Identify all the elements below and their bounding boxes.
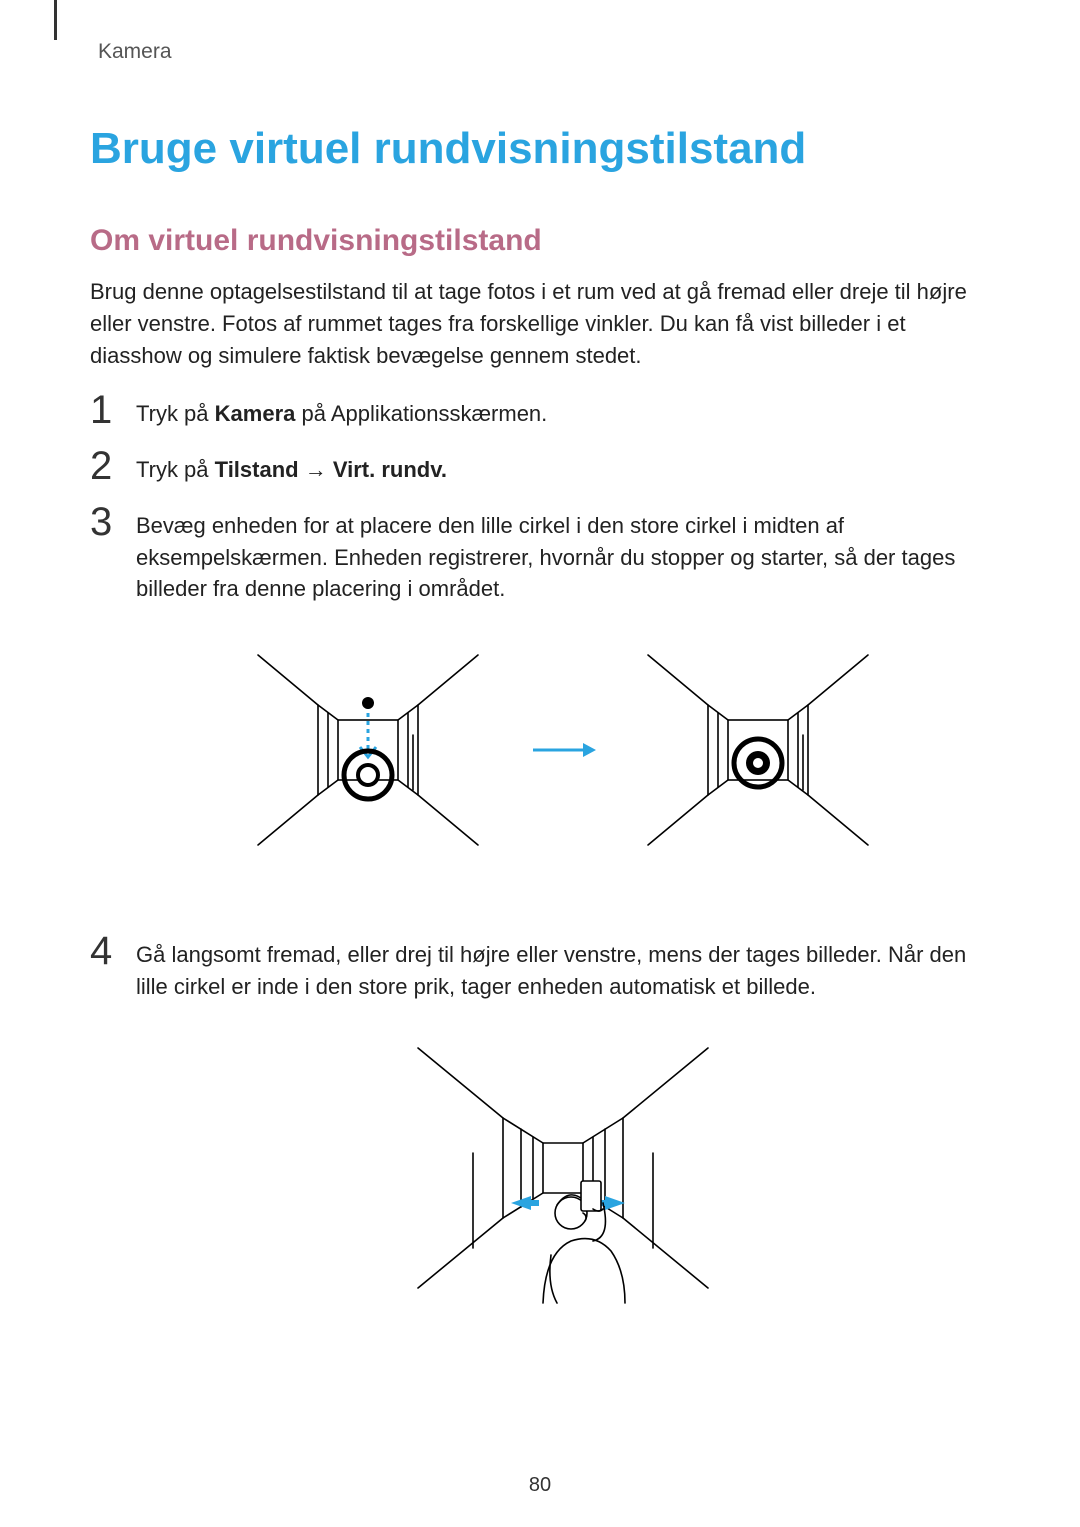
step-number: 2 (90, 446, 130, 486)
intro-paragraph: Brug denne optagelsestilstand til at tag… (90, 276, 990, 372)
figure-room-left (238, 635, 498, 865)
step-body: Gå langsomt fremad, eller drej til højre… (130, 937, 990, 1353)
page-number: 80 (0, 1474, 1080, 1497)
figure-step4 (136, 1023, 990, 1313)
figure-room-right (628, 635, 888, 865)
step-body: Tryk på Tilstand → Virt. rundv. (130, 452, 990, 486)
step-body: Bevæg enheden for at placere den lille c… (130, 508, 990, 916)
step-1: 1 Tryk på Kamera på Applikationsskærmen. (90, 396, 990, 430)
transition-arrow-icon (528, 735, 598, 765)
step-text: → (299, 457, 333, 482)
page-tab-mark (54, 0, 57, 40)
steps-list: 1 Tryk på Kamera på Applikationsskærmen.… (90, 396, 990, 1353)
step-text: Tryk på (136, 457, 215, 482)
breadcrumb: Kamera (98, 40, 990, 64)
step-number: 4 (90, 931, 130, 971)
step-number: 1 (90, 390, 130, 430)
section-heading: Om virtuel rundvisningstilstand (90, 224, 990, 258)
step-bold: Tilstand (215, 457, 299, 482)
step-number: 3 (90, 502, 130, 542)
step-body: Tryk på Kamera på Applikationsskærmen. (130, 396, 990, 430)
step-bold: Virt. rundv. (333, 457, 447, 482)
step-text: Tryk på (136, 401, 215, 426)
step-4: 4 Gå langsomt fremad, eller drej til høj… (90, 937, 990, 1353)
step-text: Bevæg enheden for at placere den lille c… (136, 513, 955, 602)
step-2: 2 Tryk på Tilstand → Virt. rundv. (90, 452, 990, 486)
figure-person-hallway (393, 1023, 733, 1313)
step-text: Gå langsomt fremad, eller drej til højre… (136, 942, 966, 999)
step-bold: Kamera (215, 401, 296, 426)
page-title: Bruge virtuel rundvisningstilstand (90, 124, 990, 174)
figure-step3 (136, 635, 990, 865)
step-text: på Applikationsskærmen. (295, 401, 547, 426)
step-3: 3 Bevæg enheden for at placere den lille… (90, 508, 990, 916)
page: Kamera Bruge virtuel rundvisningstilstan… (0, 0, 1080, 1527)
